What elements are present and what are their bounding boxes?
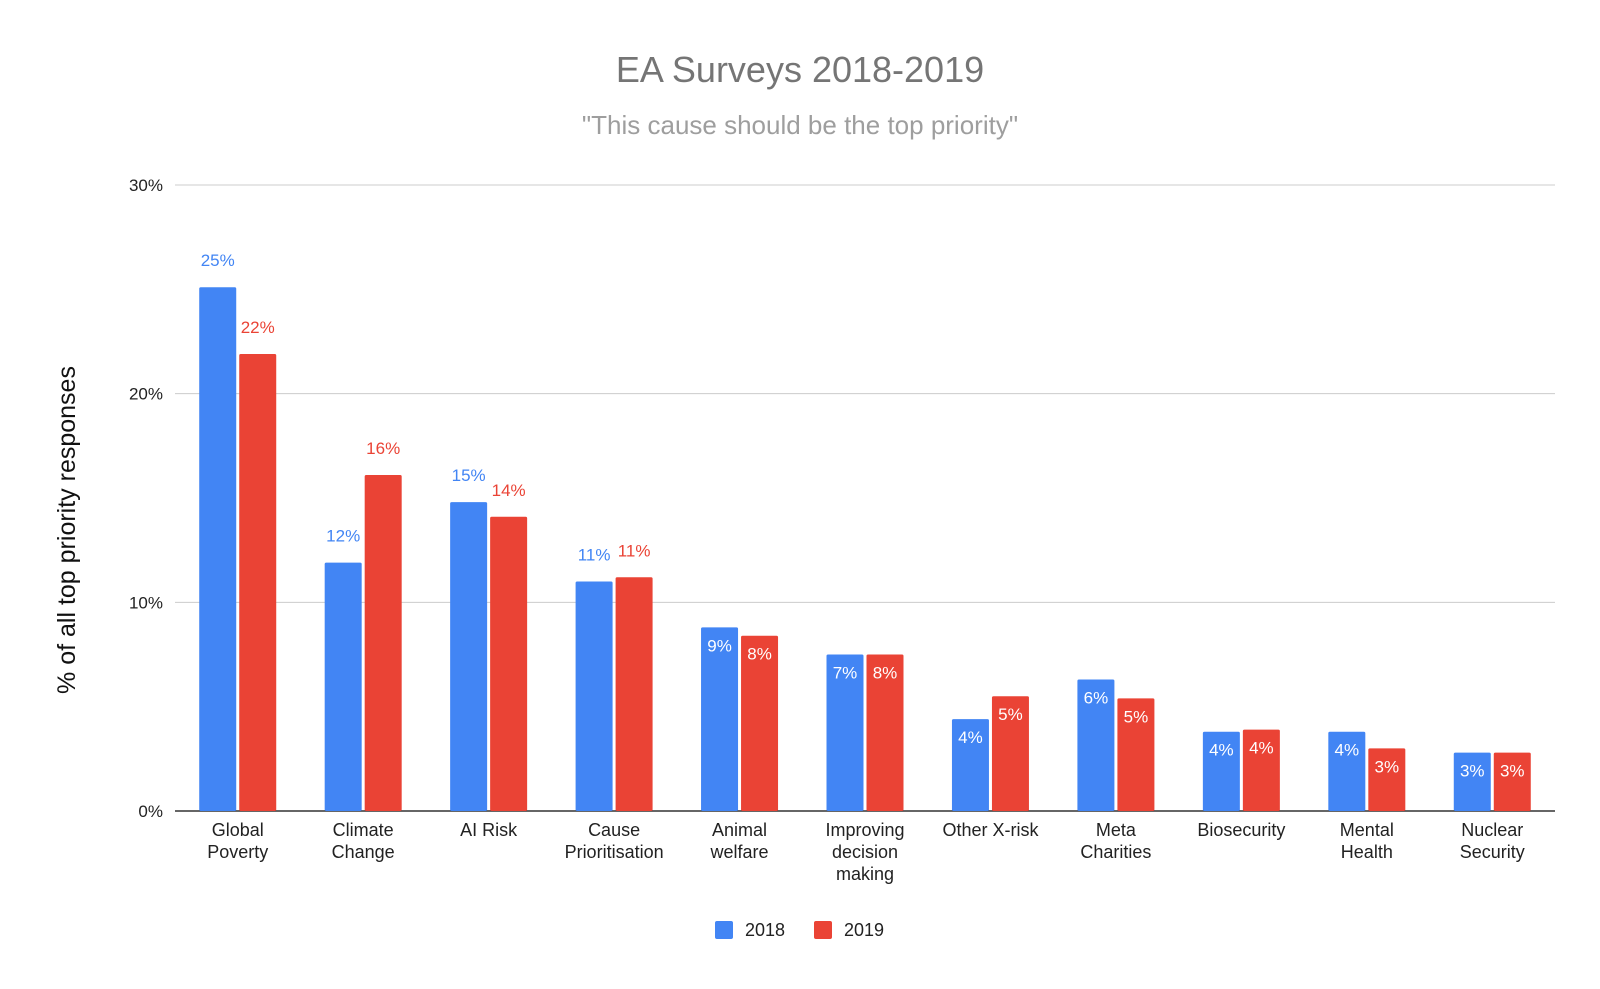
category-label: Nuclear Security bbox=[1460, 820, 1525, 862]
bar-2019 bbox=[1368, 748, 1406, 811]
bar-2018 bbox=[951, 719, 989, 811]
bar-2019 bbox=[1493, 752, 1531, 811]
bar-2018 bbox=[1077, 679, 1115, 811]
data-label-2018: 4% bbox=[958, 728, 983, 747]
bar-2018 bbox=[575, 581, 613, 811]
bar-2019 bbox=[239, 354, 277, 811]
legend-label-2018: 2018 bbox=[745, 920, 785, 940]
bar-2019 bbox=[364, 475, 402, 811]
y-axis-label: % of all top priority responses bbox=[53, 366, 81, 694]
bar-2019 bbox=[615, 577, 653, 811]
bar-2018 bbox=[1328, 731, 1366, 811]
chart-title: EA Surveys 2018-2019 bbox=[616, 49, 984, 90]
data-label-2019: 11% bbox=[618, 541, 651, 560]
data-label-2019: 22% bbox=[241, 318, 275, 337]
data-label-2018: 7% bbox=[833, 664, 858, 683]
category-label: Cause Prioritisation bbox=[565, 820, 664, 862]
bar-2019 bbox=[741, 635, 779, 811]
bar-2018 bbox=[826, 654, 864, 811]
bar-2018 bbox=[1202, 731, 1240, 811]
bar-2019 bbox=[991, 696, 1029, 811]
category-labels: Global Poverty Climate Change AI Risk Cause Pr… bbox=[207, 820, 1525, 884]
data-label-2019: 8% bbox=[873, 664, 898, 683]
bar-2018 bbox=[701, 627, 739, 811]
data-labels: 25% 22% 12% 16% 15% 14% 11% 11% 9% 8% 7% 8% 4% 5% 6% 5%… bbox=[201, 251, 1525, 780]
data-label-2019: 3% bbox=[1500, 762, 1525, 781]
category-label: Meta Charities bbox=[1080, 820, 1151, 862]
y-tick-label: 10% bbox=[129, 593, 163, 612]
legend: 2018 2019 bbox=[715, 920, 884, 940]
data-label-2018: 4% bbox=[1335, 741, 1360, 760]
data-label-2019: 3% bbox=[1375, 757, 1400, 776]
bar-2019 bbox=[1242, 729, 1280, 811]
category-label: Climate Change bbox=[332, 820, 395, 862]
bar-2018 bbox=[324, 562, 362, 811]
data-label-2018: 3% bbox=[1460, 762, 1485, 781]
chart-subtitle: "This cause should be the top priority" bbox=[582, 110, 1018, 140]
category-label: Animal welfare bbox=[710, 820, 769, 862]
category-label: Other X-risk bbox=[942, 820, 1039, 840]
data-label-2019: 14% bbox=[492, 481, 526, 500]
bar-2019 bbox=[490, 516, 528, 811]
gridlines: 0% 10% 20% 30% bbox=[129, 176, 1555, 821]
bar-2018 bbox=[450, 502, 488, 811]
data-label-2019: 8% bbox=[747, 645, 772, 664]
category-label: Mental Health bbox=[1340, 820, 1394, 862]
category-label: Biosecurity bbox=[1197, 820, 1285, 840]
data-label-2018: 12% bbox=[326, 527, 360, 546]
y-tick-label: 0% bbox=[138, 802, 163, 821]
data-label-2018: 6% bbox=[1084, 689, 1109, 708]
legend-label-2019: 2019 bbox=[844, 920, 884, 940]
bar-2018 bbox=[199, 287, 237, 811]
y-tick-label: 20% bbox=[129, 385, 163, 404]
data-label-2019: 5% bbox=[1124, 707, 1149, 726]
data-label-2018: 9% bbox=[707, 636, 732, 655]
category-label: AI Risk bbox=[460, 820, 518, 840]
bar-2019 bbox=[866, 654, 904, 811]
data-label-2019: 5% bbox=[998, 705, 1023, 724]
bar-2019 bbox=[1117, 698, 1155, 811]
category-label: Global Poverty bbox=[207, 820, 268, 862]
bars bbox=[199, 287, 1531, 811]
data-label-2018: 15% bbox=[452, 466, 486, 485]
data-label-2018: 4% bbox=[1209, 741, 1234, 760]
legend-swatch-2018 bbox=[715, 921, 733, 939]
data-label-2019: 4% bbox=[1249, 739, 1274, 758]
y-tick-label: 30% bbox=[129, 176, 163, 195]
legend-swatch-2019 bbox=[814, 921, 832, 939]
data-label-2019: 16% bbox=[366, 439, 400, 458]
data-label-2018: 11% bbox=[578, 545, 611, 564]
data-label-2018: 25% bbox=[201, 251, 235, 270]
bar-2018 bbox=[1453, 752, 1491, 811]
category-label: Improving decision making bbox=[825, 820, 904, 884]
